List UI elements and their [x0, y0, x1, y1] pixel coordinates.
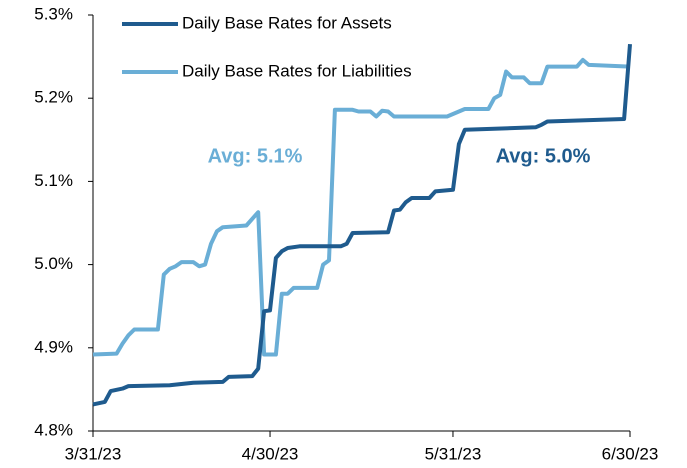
x-tick-label: 4/30/23	[242, 444, 299, 463]
legend-label: Daily Base Rates for Liabilities	[182, 61, 412, 80]
legend-label: Daily Base Rates for Assets	[182, 13, 392, 32]
x-tick-label: 3/31/23	[65, 444, 122, 463]
annotation: Avg: 5.1%	[208, 145, 303, 167]
y-tick-label: 4.9%	[34, 337, 73, 356]
y-tick-label: 4.8%	[34, 420, 73, 439]
series-line	[92, 57, 631, 357]
x-tick-label: 5/31/23	[425, 444, 482, 463]
x-tick-label: 6/30/23	[602, 444, 659, 463]
annotation: Avg: 5.0%	[496, 145, 591, 167]
y-tick-label: 5.0%	[34, 254, 73, 273]
y-tick-label: 5.3%	[34, 4, 73, 23]
series-line	[92, 43, 632, 407]
y-tick-label: 5.1%	[34, 171, 73, 190]
y-tick-label: 5.2%	[34, 88, 73, 107]
